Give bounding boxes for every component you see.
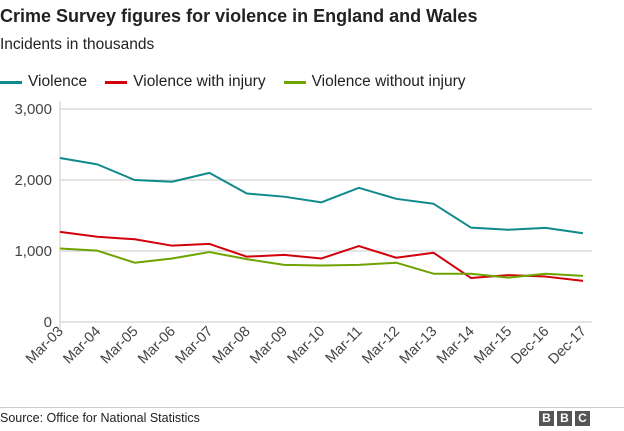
x-tick-label: Mar-04 (60, 324, 104, 368)
series-line-violence (59, 157, 584, 235)
x-tick-label: Mar-10 (285, 324, 329, 368)
x-tick-label: Mar-11 (323, 324, 366, 367)
footer-divider (0, 407, 624, 408)
series-line-violence-without-injury (59, 247, 584, 279)
x-tick-label: Mar-09 (247, 324, 291, 368)
legend-swatch (105, 80, 128, 84)
legend-item: Violence with injury (105, 73, 266, 91)
x-tick-label: Dec-16 (508, 324, 552, 368)
x-tick-label: Mar-07 (172, 324, 216, 368)
legend-swatch (0, 80, 22, 84)
chart-title: Crime Survey figures for violence in Eng… (0, 6, 478, 26)
y-tick-label: 0 (44, 314, 52, 331)
series-line-violence-with-injury (59, 230, 584, 282)
legend-item: Violence without injury (283, 73, 466, 91)
legend-swatch (283, 80, 306, 84)
y-tick-label: 3,000 (14, 101, 52, 118)
y-tick-label: 1,000 (14, 243, 52, 260)
y-tick-label: 2,000 (14, 172, 52, 189)
x-tick-label: Mar-05 (98, 324, 142, 368)
source-text: Source: Office for National Statistics (0, 411, 200, 425)
x-tick-label: Mar-13 (397, 324, 441, 368)
x-tick-label: Mar-12 (359, 324, 403, 368)
x-tick-label: Mar-06 (135, 324, 179, 368)
legend-item: Violence (0, 73, 87, 91)
chart-subtitle: Incidents in thousands (0, 36, 155, 53)
x-tick-label: Mar-15 (471, 324, 515, 368)
x-tick-label: Dec-17 (545, 324, 589, 368)
legend-label: Violence without injury (311, 73, 466, 90)
legend: Violence Violence with injury Violence wit… (0, 73, 466, 91)
legend-label: Violence (28, 73, 88, 90)
x-tick-label: Mar-14 (434, 324, 478, 368)
chart-plot: 01,0002,0003,000Mar-03Mar-04Mar-05Mar-06… (14, 101, 592, 368)
legend-label: Violence with injury (133, 73, 266, 90)
x-tick-label: Mar-08 (210, 324, 254, 368)
